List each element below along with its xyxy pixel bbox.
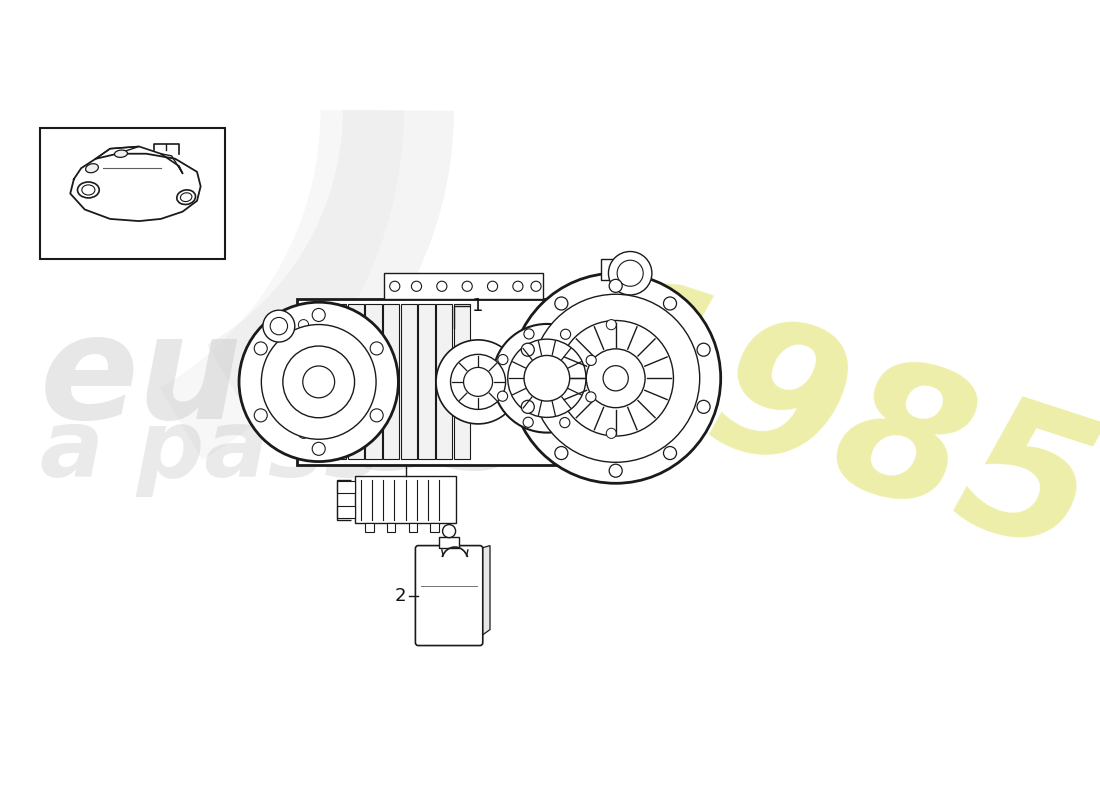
- Bar: [297, 298, 623, 465]
- Bar: [40, 128, 224, 258]
- Circle shape: [606, 319, 616, 330]
- Circle shape: [239, 302, 398, 462]
- FancyBboxPatch shape: [416, 546, 483, 646]
- Circle shape: [561, 329, 571, 339]
- Circle shape: [254, 409, 267, 422]
- Circle shape: [436, 340, 520, 424]
- Bar: [384, 274, 543, 298]
- Circle shape: [609, 279, 623, 292]
- Circle shape: [302, 366, 334, 398]
- Circle shape: [487, 282, 497, 291]
- Circle shape: [521, 400, 535, 414]
- Bar: [616, 270, 645, 302]
- Circle shape: [437, 282, 447, 291]
- Circle shape: [283, 346, 354, 418]
- Circle shape: [586, 392, 596, 402]
- Circle shape: [312, 309, 326, 322]
- Circle shape: [609, 464, 623, 478]
- Bar: [602, 314, 621, 335]
- Bar: [337, 506, 355, 518]
- Bar: [365, 304, 382, 459]
- Circle shape: [271, 318, 287, 335]
- Circle shape: [663, 297, 676, 310]
- Circle shape: [617, 260, 643, 286]
- Circle shape: [554, 446, 568, 459]
- Circle shape: [558, 321, 673, 436]
- Circle shape: [411, 282, 421, 291]
- Bar: [439, 537, 459, 549]
- Circle shape: [524, 418, 534, 427]
- Circle shape: [513, 282, 522, 291]
- Circle shape: [586, 349, 645, 408]
- Circle shape: [498, 354, 508, 365]
- Ellipse shape: [86, 164, 98, 173]
- Circle shape: [531, 294, 700, 462]
- Bar: [348, 304, 364, 459]
- Text: 1985: 1985: [565, 262, 1100, 596]
- Bar: [602, 423, 621, 443]
- Bar: [436, 304, 452, 459]
- Bar: [355, 476, 456, 523]
- Circle shape: [262, 325, 376, 439]
- Bar: [387, 523, 396, 532]
- Circle shape: [370, 342, 383, 355]
- Ellipse shape: [114, 150, 128, 158]
- Circle shape: [510, 274, 720, 483]
- Circle shape: [554, 297, 568, 310]
- Bar: [408, 523, 417, 532]
- Circle shape: [312, 442, 326, 455]
- Ellipse shape: [177, 190, 196, 205]
- Circle shape: [524, 329, 534, 339]
- Circle shape: [370, 409, 383, 422]
- Circle shape: [463, 367, 493, 396]
- Circle shape: [606, 428, 616, 438]
- Circle shape: [298, 319, 309, 330]
- Ellipse shape: [180, 193, 191, 202]
- Text: europ: europ: [40, 308, 519, 449]
- Circle shape: [442, 525, 455, 538]
- Ellipse shape: [77, 182, 99, 198]
- Bar: [418, 304, 434, 459]
- Circle shape: [603, 366, 628, 391]
- Bar: [330, 304, 346, 459]
- Bar: [602, 258, 630, 281]
- Circle shape: [560, 418, 570, 428]
- Bar: [294, 423, 313, 443]
- Circle shape: [663, 446, 676, 459]
- Circle shape: [521, 343, 535, 356]
- Circle shape: [531, 282, 541, 291]
- Circle shape: [389, 282, 399, 291]
- Circle shape: [586, 355, 596, 366]
- Bar: [294, 314, 313, 335]
- Bar: [454, 304, 470, 459]
- Bar: [430, 523, 439, 532]
- Circle shape: [497, 391, 507, 402]
- Bar: [365, 523, 374, 532]
- Circle shape: [493, 324, 602, 433]
- Text: 2: 2: [394, 586, 406, 605]
- Circle shape: [508, 339, 586, 418]
- Text: 1: 1: [472, 297, 484, 315]
- Circle shape: [263, 310, 295, 342]
- Circle shape: [524, 355, 570, 401]
- Polygon shape: [480, 546, 490, 637]
- Circle shape: [451, 354, 506, 410]
- Text: es: es: [340, 358, 526, 499]
- Ellipse shape: [81, 185, 95, 195]
- Circle shape: [608, 251, 652, 295]
- Bar: [400, 304, 417, 459]
- Circle shape: [697, 343, 711, 356]
- Circle shape: [697, 400, 711, 414]
- Text: a pass: a pass: [40, 405, 381, 497]
- Circle shape: [254, 342, 267, 355]
- Circle shape: [298, 428, 309, 438]
- Bar: [312, 304, 329, 459]
- Bar: [383, 304, 399, 459]
- Circle shape: [462, 282, 472, 291]
- Bar: [337, 481, 355, 493]
